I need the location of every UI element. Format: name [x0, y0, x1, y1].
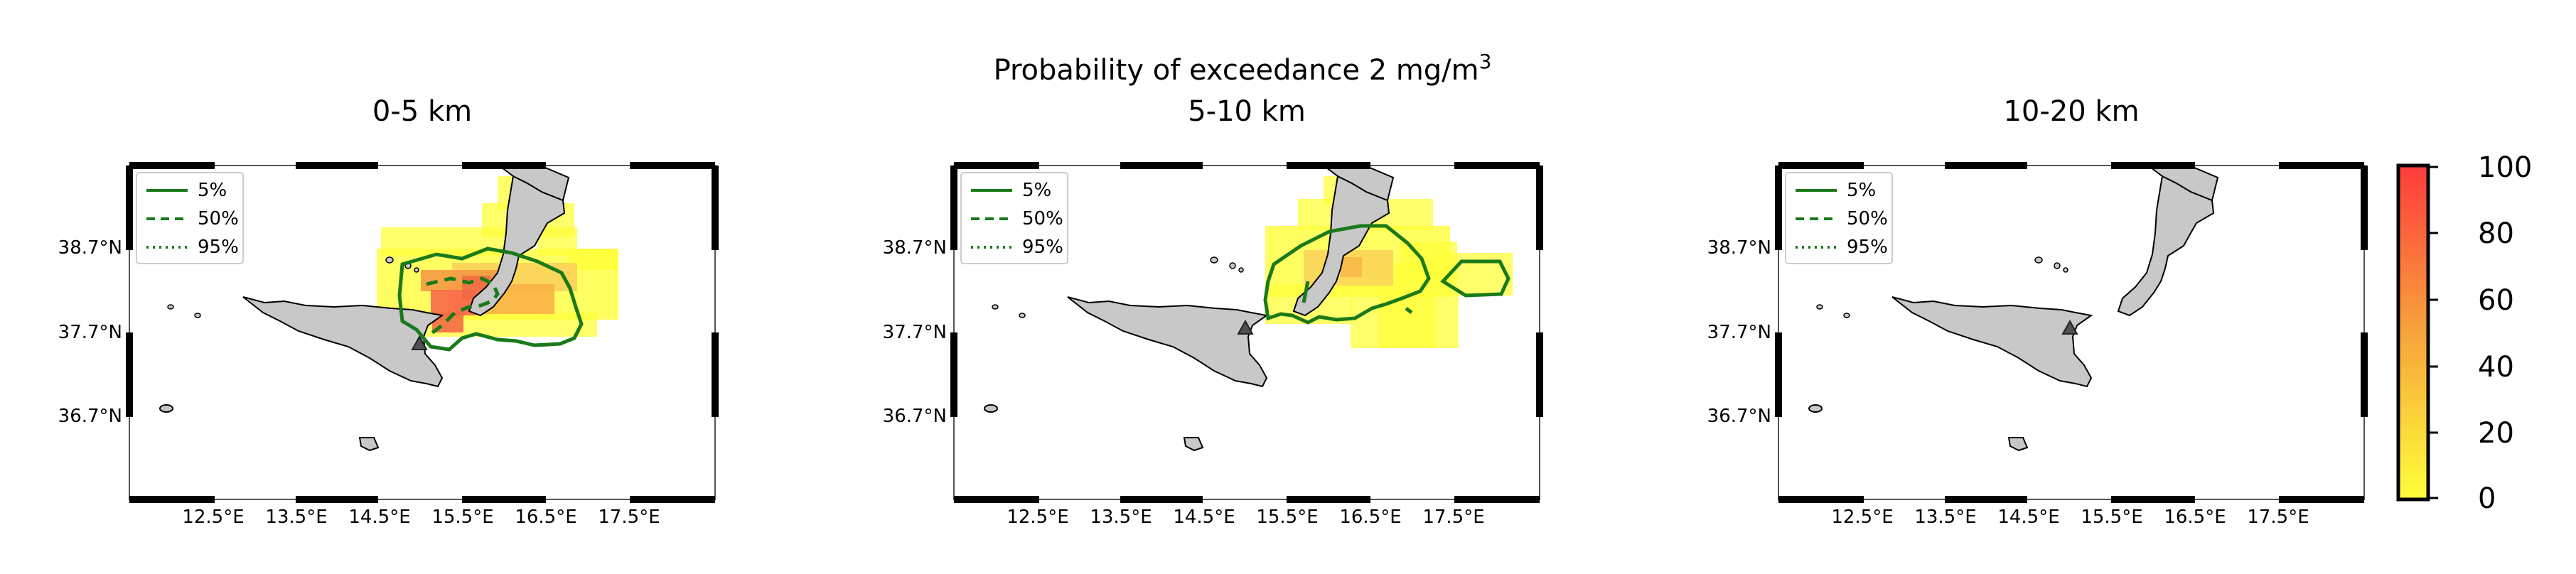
lat-labels: 38.7°N 37.7°N 36.7°N [1707, 237, 1771, 427]
lon-label: 13.5°E [1090, 507, 1152, 528]
panel-title-0-5km: 0-5 km [372, 95, 472, 128]
contour-5pct-east [1440, 259, 1510, 298]
lon-label: 14.5°E [1997, 507, 2059, 528]
lat-label: 36.7°N [1707, 406, 1771, 427]
lon-label: 14.5°E [1173, 507, 1235, 528]
lon-label: 16.5°E [2164, 507, 2226, 528]
lon-label: 15.5°E [1256, 507, 1318, 528]
lon-label: 15.5°E [2081, 507, 2142, 528]
legend: 5% 50% 95% [960, 172, 1068, 264]
map-frame [1775, 162, 2368, 503]
lon-label: 14.5°E [348, 507, 410, 528]
lon-label: 17.5°E [2247, 507, 2309, 528]
lon-label: 17.5°E [598, 507, 660, 528]
lat-label: 37.7°N [58, 322, 122, 343]
land [1808, 166, 2219, 452]
colorbar-tick: 40 [2478, 351, 2514, 384]
legend-label-50pct: 50% [1022, 208, 1063, 229]
colorbar-gradient [2396, 163, 2430, 502]
probability-field [1265, 176, 1513, 348]
legend-label-5pct: 5% [1022, 180, 1051, 201]
contour-5pct-inner [1302, 281, 1310, 303]
map-panel-10-20km: 5% 50% 95% 38.7°N 37.7°N 36.7°N 12.5°E 1… [1707, 162, 2368, 528]
contour-50pct [426, 276, 500, 335]
map-panel-0-5km: 5% 50% 95% 38.7°N 37.7°N 36.7°N 12.5°E 1… [58, 162, 719, 528]
colorbar-tick: 100 [2478, 151, 2532, 184]
lon-label: 17.5°E [1422, 507, 1484, 528]
contours [1263, 224, 1510, 325]
land [984, 166, 1395, 452]
land [159, 166, 570, 452]
lat-labels: 38.7°N 37.7°N 36.7°N [58, 237, 122, 427]
legend-label-5pct: 5% [1847, 180, 1876, 201]
volcano-marker-etna [411, 335, 428, 350]
suptitle-superscript: 3 [1479, 50, 1492, 73]
lon-label: 15.5°E [431, 507, 493, 528]
lon-label: 16.5°E [515, 507, 576, 528]
legend-label-5pct: 5% [198, 180, 227, 201]
lat-label: 37.7°N [883, 322, 947, 343]
lon-labels: 12.5°E 13.5°E 14.5°E 15.5°E 16.5°E 17.5°… [182, 507, 660, 528]
lon-labels: 12.5°E 13.5°E 14.5°E 15.5°E 16.5°E 17.5°… [1831, 507, 2309, 528]
islands [992, 256, 1244, 318]
legend: 5% 50% 95% [136, 172, 244, 264]
lon-labels: 12.5°E 13.5°E 14.5°E 15.5°E 16.5°E 17.5°… [1007, 507, 1484, 528]
lon-label: 12.5°E [1007, 507, 1068, 528]
contour-5pct [1263, 224, 1431, 325]
lat-label: 36.7°N [58, 406, 122, 427]
colorbar-tick: 0 [2478, 482, 2496, 515]
lat-label: 38.7°N [1707, 237, 1771, 259]
colorbar-tick: 20 [2478, 417, 2514, 450]
volcano-marker-etna [2061, 319, 2078, 335]
figure-suptitle: Probability of exceedance 2 mg/m3 [994, 50, 1492, 87]
map-frame [126, 162, 719, 503]
panel-title-10-20km: 10-20 km [2003, 95, 2139, 128]
lat-label: 38.7°N [58, 237, 122, 259]
legend-label-95pct: 95% [198, 237, 239, 258]
legend-label-95pct: 95% [1847, 237, 1888, 258]
colorbar-tick: 60 [2478, 284, 2514, 317]
legend-label-50pct: 50% [198, 208, 239, 229]
islands [1816, 256, 2068, 318]
lat-label: 38.7°N [883, 237, 947, 259]
lat-labels: 38.7°N 37.7°N 36.7°N [883, 237, 947, 427]
panel-title-5-10km: 5-10 km [1188, 95, 1306, 128]
lat-label: 37.7°N [1707, 322, 1771, 343]
lon-label: 13.5°E [1914, 507, 1976, 528]
legend: 5% 50% 95% [1785, 172, 1893, 264]
volcano-marker-etna [1237, 319, 1254, 335]
colorbar-tick: 80 [2478, 217, 2514, 250]
legend-label-50pct: 50% [1847, 208, 1888, 229]
lon-label: 12.5°E [1831, 507, 1893, 528]
colorbar: 100 80 60 40 20 0 [2396, 151, 2532, 515]
contour-5pct [397, 247, 584, 352]
lon-label: 16.5°E [1339, 507, 1401, 528]
lon-label: 12.5°E [182, 507, 244, 528]
lon-label: 13.5°E [265, 507, 327, 528]
contours [397, 247, 584, 352]
lat-label: 36.7°N [883, 406, 947, 427]
legend-label-95pct: 95% [1022, 237, 1063, 258]
map-panel-5-10km: 5% 50% 95% 38.7°N 37.7°N 36.7°N 12.5°E 1… [883, 162, 1543, 528]
map-frame [950, 162, 1543, 503]
contour-5pct-inner [1405, 307, 1413, 314]
